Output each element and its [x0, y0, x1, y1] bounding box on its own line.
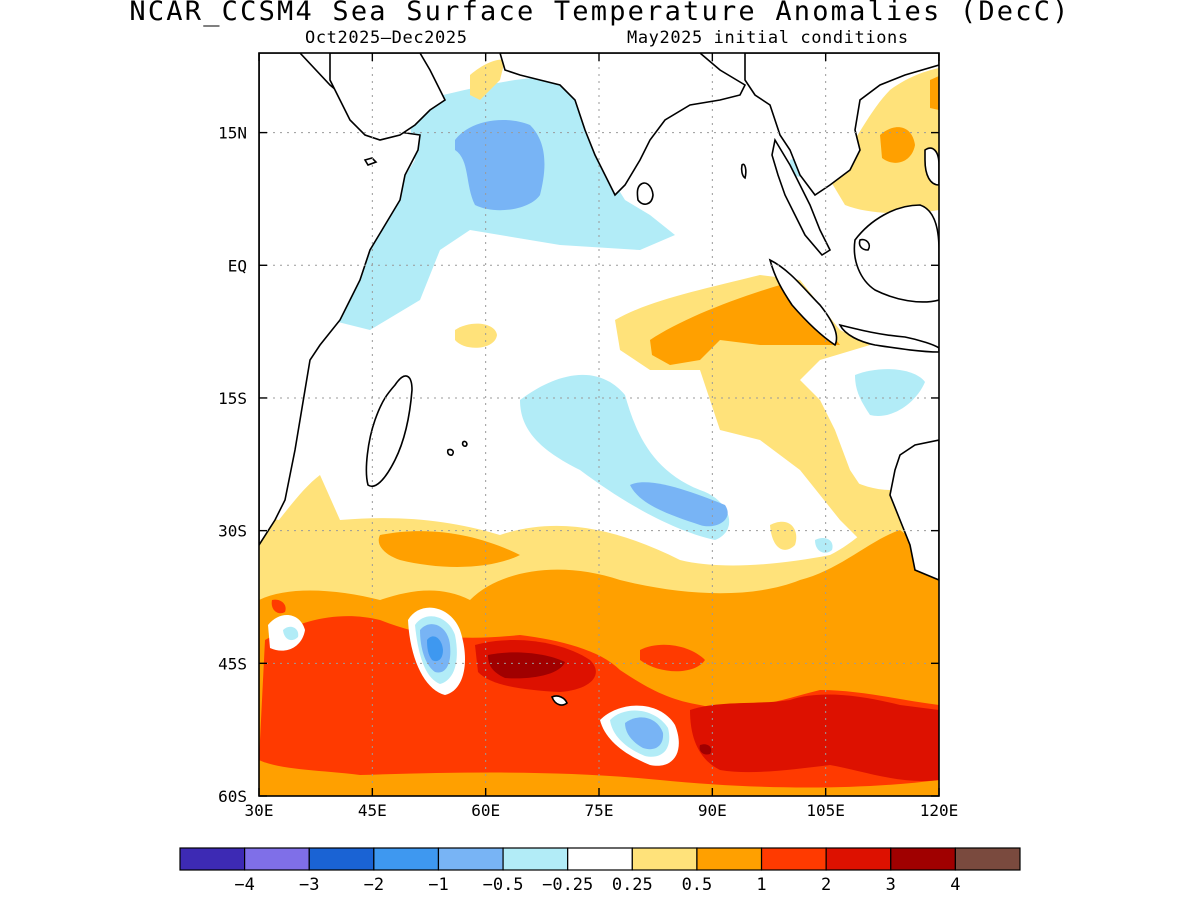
colorbar-label: 3 — [886, 875, 896, 895]
field-eddy-blue-2 — [625, 717, 664, 750]
field-warm-core-darker — [488, 652, 565, 679]
land-australia — [889, 439, 939, 581]
field-warm-belt-orange-north — [378, 531, 520, 567]
y-tick-label: 30S — [218, 522, 247, 541]
colorbar-swatch — [179, 847, 246, 871]
land-java — [838, 323, 939, 353]
land-mauritius — [446, 448, 455, 456]
colorbar-swatch — [631, 847, 698, 871]
gridlines — [259, 53, 939, 796]
land-andaman — [740, 163, 747, 180]
colorbar-swatch — [502, 847, 569, 871]
forecast-period: Oct2025–Dec2025 — [305, 28, 468, 48]
colorbar-label: −3 — [299, 875, 319, 895]
y-tick-label: 60S — [218, 787, 247, 806]
colorbar-swatch — [437, 847, 504, 871]
field-neg-arabian-core — [455, 120, 545, 211]
land-madagascar — [365, 375, 413, 487]
field-dark-red-east — [690, 694, 939, 782]
field-neg-central-core — [630, 482, 728, 527]
land-socotra — [363, 157, 378, 166]
colorbar-swatch — [890, 847, 956, 871]
colorbar-label: 0.5 — [682, 875, 713, 895]
y-tick-label: 15N — [218, 124, 247, 143]
y-tick-label: 45S — [218, 654, 247, 673]
colorbar-label: 1 — [756, 875, 766, 895]
colorbar: −4 −3 −2 −1 −0.5 −0.25 0.25 0.5 1 2 3 4 — [179, 847, 1021, 895]
land-malay — [771, 137, 832, 257]
x-tick-label: 75E — [585, 801, 614, 820]
field-red-north-patch — [640, 644, 705, 672]
land-masses — [259, 53, 939, 706]
colorbar-label: −2 — [364, 875, 384, 895]
x-axis: 30E 45E 60E 75E 90E 105E 120E — [245, 53, 959, 820]
field-warm-spot-a — [455, 323, 497, 348]
initial-conditions: May2025 initial conditions — [627, 28, 909, 48]
x-tick-label: 60E — [471, 801, 500, 820]
field-eddy-blue-1b — [427, 636, 443, 662]
land-se-asia — [744, 53, 939, 197]
colorbar-swatch — [825, 847, 892, 871]
colorbar-swatch — [954, 847, 1021, 871]
field-warm-somali — [470, 59, 505, 100]
colorbar-label: −0.5 — [483, 875, 524, 895]
colorbar-swatch — [760, 847, 827, 871]
x-tick-label: 120E — [920, 801, 959, 820]
field-eddy-lightblue-3 — [283, 626, 299, 641]
y-tick-label: EQ — [228, 256, 247, 275]
land-reunion — [461, 440, 468, 447]
colorbar-swatch — [308, 847, 375, 871]
field-neg-east-small — [815, 538, 833, 553]
x-tick-label: 45E — [358, 801, 387, 820]
field-warm-scs-edge — [930, 76, 939, 110]
field-warm-spot-b — [770, 521, 797, 550]
colorbar-label: −0.25 — [542, 875, 593, 895]
colorbar-label: 0.25 — [612, 875, 653, 895]
land-sri-lanka — [636, 182, 654, 205]
land-borneo — [853, 204, 939, 303]
colorbar-label: −4 — [234, 875, 254, 895]
colorbar-swatch — [696, 847, 763, 871]
land-kerguelen — [550, 695, 568, 706]
colorbar-swatch — [373, 847, 440, 871]
field-dark-red-spot — [699, 744, 712, 755]
field-warm-scs-core — [880, 127, 915, 163]
colorbar-label: −1 — [428, 875, 448, 895]
colorbar-label: 2 — [821, 875, 831, 895]
colorbar-label: 4 — [950, 875, 960, 895]
x-tick-label: 105E — [806, 801, 845, 820]
land-sumatra — [768, 258, 838, 347]
x-tick-label: 30E — [245, 801, 274, 820]
colorbar-swatch — [244, 847, 310, 871]
land-sulawesi-bit — [858, 238, 871, 251]
x-tick-label: 90E — [698, 801, 727, 820]
field-neg-east — [855, 369, 925, 416]
colorbar-swatch — [567, 847, 633, 871]
y-axis: 15N EQ 15S 30S 45S 60S — [218, 124, 939, 806]
land-philippines — [924, 147, 939, 186]
y-tick-label: 15S — [218, 389, 247, 408]
figure-title: NCAR_CCSM4 Sea Surface Temperature Anoma… — [129, 0, 1071, 27]
land-arabia — [329, 53, 447, 141]
field-red-spot-west — [271, 599, 286, 614]
land-india — [499, 53, 747, 197]
